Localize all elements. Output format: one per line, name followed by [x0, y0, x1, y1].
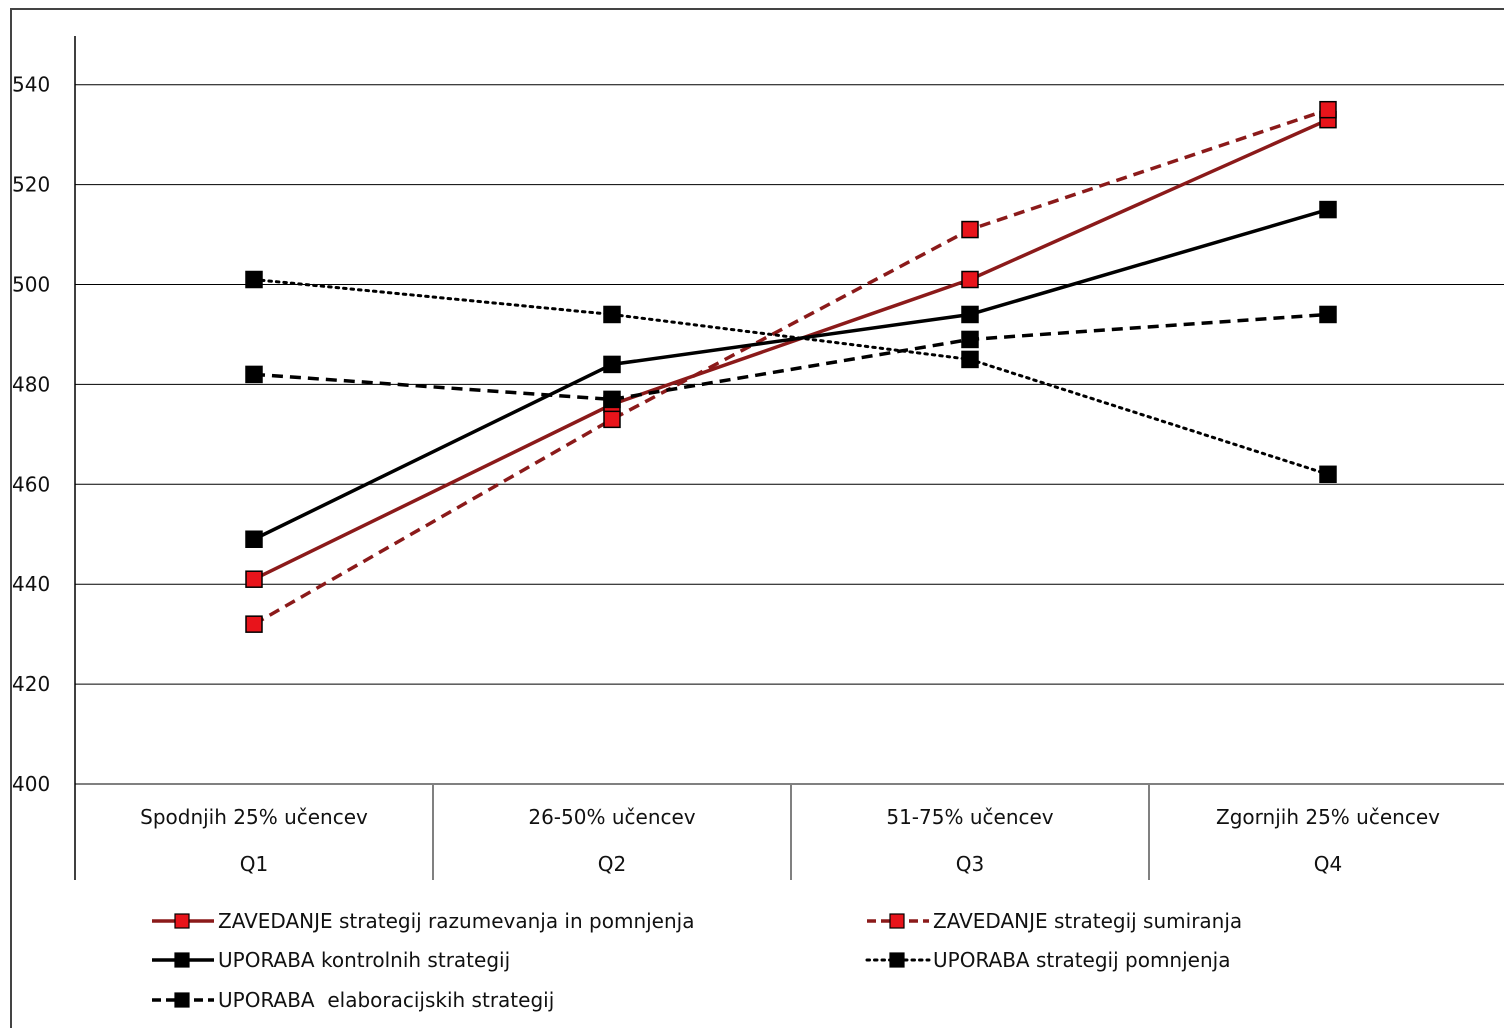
- legend-label: UPORABA elaboracijskih strategij: [218, 988, 554, 1012]
- series-line-1: [253, 118, 1329, 581]
- series-line-3: [253, 207, 1329, 541]
- x-tick-label: Zgornjih 25% učencev: [1216, 805, 1440, 829]
- y-tick-label: 500: [12, 273, 50, 297]
- x-group-label: Q1: [240, 852, 268, 876]
- chart-frame: [10, 8, 1504, 1028]
- x-group-label: Q4: [1314, 852, 1342, 876]
- y-tick-label: 440: [12, 572, 50, 596]
- legend-marker-4: [889, 952, 905, 968]
- legend-marker-1: [174, 913, 190, 929]
- legend-label: UPORABA kontrolnih strategij: [218, 948, 510, 972]
- x-tick-label: 51-75% učencev: [886, 805, 1053, 829]
- series-2-marker: [961, 220, 979, 239]
- legend-label: ZAVEDANJE strategij razumevanja in pomnj…: [218, 909, 694, 933]
- y-tick-label: 480: [12, 372, 50, 396]
- series-line-2: [253, 108, 1329, 626]
- legend-label: ZAVEDANJE strategij sumiranja: [933, 909, 1242, 933]
- y-tick-label: 460: [12, 472, 50, 496]
- y-tick-label: 540: [12, 73, 50, 97]
- legend-marker-5: [174, 992, 190, 1008]
- series-4-marker: [1319, 465, 1337, 484]
- series-3-marker: [245, 530, 263, 548]
- legend-marker-2: [889, 913, 905, 929]
- series-3-marker: [1319, 200, 1337, 219]
- x-group-label: Q3: [956, 852, 984, 876]
- y-tick-label: 520: [12, 173, 50, 197]
- series-2-marker: [245, 615, 263, 633]
- series-1-marker: [961, 270, 979, 289]
- series-1-marker: [245, 570, 263, 588]
- x-tick-label: 26-50% učencev: [528, 805, 695, 829]
- series-4-marker: [245, 270, 263, 289]
- series-3-marker: [603, 355, 621, 374]
- y-tick-label: 400: [12, 772, 50, 796]
- series-5-marker: [1319, 305, 1337, 324]
- series-5-marker: [961, 330, 979, 349]
- series-5-marker: [603, 390, 621, 409]
- y-tick-label: 420: [12, 672, 50, 696]
- series-line-5: [253, 312, 1329, 402]
- legend-marker-3: [174, 952, 190, 968]
- series-2-marker: [603, 410, 621, 429]
- series-5-marker: [245, 365, 263, 384]
- legend-label: UPORABA strategij pomnjenja: [933, 948, 1230, 972]
- series-4-marker: [603, 305, 621, 324]
- x-tick-label: Spodnjih 25% učencev: [140, 805, 368, 829]
- series-2-marker: [1319, 100, 1337, 119]
- series-line-4: [252, 278, 1330, 476]
- x-group-label: Q2: [598, 852, 626, 876]
- series-3-marker: [961, 305, 979, 324]
- series-4-marker: [961, 350, 979, 369]
